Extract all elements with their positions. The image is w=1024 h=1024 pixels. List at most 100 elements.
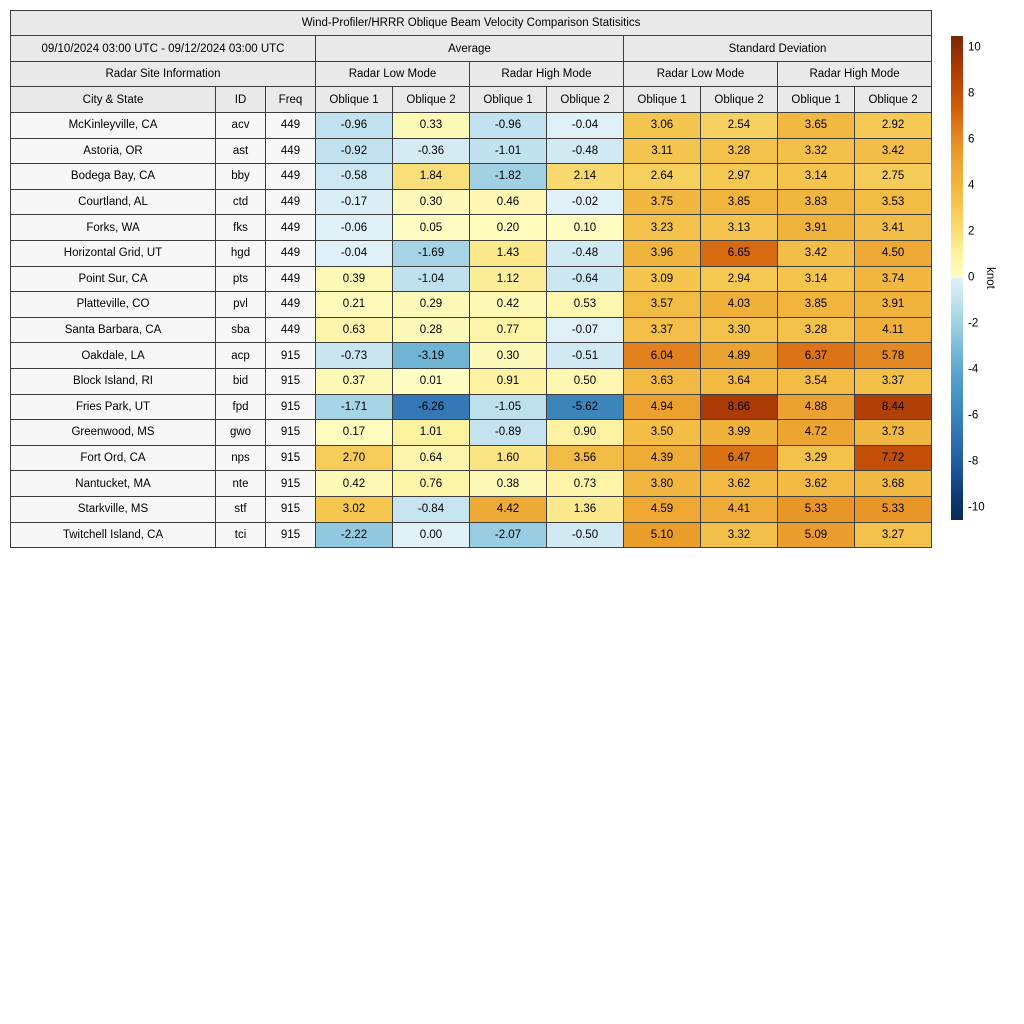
- value-cell: 3.62: [777, 470, 855, 497]
- value-cell: 3.53: [853, 188, 933, 216]
- value-cell: 3.41: [853, 214, 933, 241]
- value-cell: 6.65: [700, 239, 778, 267]
- freq-cell: 449: [265, 291, 316, 318]
- mode-header-std-low: Radar Low Mode: [623, 61, 778, 87]
- freq-cell: 915: [265, 419, 316, 446]
- date-range: 09/10/2024 03:00 UTC - 09/12/2024 03:00 …: [10, 35, 316, 62]
- value-cell: 0.73: [546, 470, 624, 497]
- value-cell: 3.85: [777, 291, 855, 318]
- site-id-cell: tci: [215, 521, 266, 549]
- colorbar-gradient: [951, 36, 963, 520]
- site-id-cell: nps: [215, 444, 266, 472]
- value-cell: 3.85: [700, 188, 778, 216]
- value-cell: 4.03: [700, 291, 778, 318]
- colorbar-tick-label: -8: [968, 455, 979, 468]
- mode-header-std-high: Radar High Mode: [776, 61, 933, 87]
- value-cell: 3.11: [623, 137, 701, 165]
- freq-cell: 449: [265, 163, 316, 190]
- value-cell: -2.22: [315, 521, 393, 549]
- value-cell: 0.64: [392, 444, 470, 472]
- value-cell: -0.07: [546, 316, 624, 344]
- col-header-freq: Freq: [265, 86, 316, 113]
- value-cell: 3.68: [853, 470, 933, 497]
- value-cell: -0.06: [315, 214, 393, 241]
- value-cell: 3.54: [777, 367, 855, 395]
- value-cell: 8.44: [853, 393, 933, 421]
- value-cell: -0.48: [546, 137, 624, 165]
- value-cell: 3.09: [623, 265, 701, 293]
- value-cell: 3.83: [777, 188, 855, 216]
- value-cell: 0.05: [392, 214, 470, 241]
- value-cell: 6.04: [623, 342, 701, 369]
- stats-table: Wind-Profiler/HRRR Oblique Beam Velocity…: [9, 10, 933, 549]
- colorbar: 10 8 6 4 2 0 -2 -4 -6 -8 -10: [951, 36, 1011, 520]
- colorbar-tick-label: 8: [968, 87, 975, 100]
- freq-cell: 449: [265, 265, 316, 293]
- value-cell: -5.62: [546, 393, 624, 421]
- value-cell: 1.36: [546, 495, 624, 523]
- value-cell: 0.30: [469, 342, 547, 369]
- value-cell: 3.32: [700, 521, 778, 549]
- freq-cell: 915: [265, 444, 316, 472]
- value-cell: 6.37: [777, 342, 855, 369]
- value-cell: -1.71: [315, 393, 393, 421]
- table-row: Nantucket, MA nte 915 0.42 0.76 0.38 0.73 3.80 3…: [10, 470, 933, 497]
- value-cell: 0.46: [469, 188, 547, 216]
- value-cell: 6.47: [700, 444, 778, 472]
- value-cell: 0.30: [392, 188, 470, 216]
- value-cell: 3.14: [777, 265, 855, 293]
- col-header-id: ID: [215, 86, 266, 113]
- value-cell: 2.92: [853, 112, 933, 139]
- table-row: Forks, WA fks 449 -0.06 0.05 0.20 0.10 3.23 3.13…: [10, 214, 933, 241]
- value-cell: -0.36: [392, 137, 470, 165]
- value-cell: -0.64: [546, 265, 624, 293]
- site-id-cell: bby: [215, 163, 266, 190]
- value-cell: -0.04: [315, 239, 393, 267]
- value-cell: 4.11: [853, 316, 933, 344]
- mode-header-row: Radar Site Information Radar Low Mode Ra…: [10, 61, 933, 87]
- value-cell: 2.75: [853, 163, 933, 190]
- freq-cell: 915: [265, 495, 316, 523]
- city-cell: Santa Barbara, CA: [10, 316, 216, 344]
- value-cell: 0.17: [315, 419, 393, 446]
- value-cell: -0.50: [546, 521, 624, 549]
- site-id-cell: bid: [215, 367, 266, 395]
- city-cell: Greenwood, MS: [10, 419, 216, 446]
- table-row: Courtland, AL ctd 449 -0.17 0.30 0.46 -0.02 3.7…: [10, 188, 933, 216]
- value-cell: -0.48: [546, 239, 624, 267]
- value-cell: 3.13: [700, 214, 778, 241]
- column-header-row: City & State ID Freq Oblique 1 Oblique 2…: [10, 86, 933, 113]
- value-cell: 3.80: [623, 470, 701, 497]
- value-cell: 4.42: [469, 495, 547, 523]
- value-cell: 2.14: [546, 163, 624, 190]
- value-cell: 3.99: [700, 419, 778, 446]
- figure-title: Wind-Profiler/HRRR Oblique Beam Velocity…: [9, 10, 933, 36]
- colorbar-unit-label: knot: [984, 267, 996, 289]
- title-row: Wind-Profiler/HRRR Oblique Beam Velocity…: [9, 10, 933, 36]
- table-row: Starkville, MS stf 915 3.02 -0.84 4.42 1.36 4.5…: [10, 495, 933, 523]
- value-cell: 1.12: [469, 265, 547, 293]
- value-cell: 0.38: [469, 470, 547, 497]
- city-cell: Fort Ord, CA: [10, 444, 216, 472]
- site-id-cell: acv: [215, 112, 266, 139]
- group-header-row: 09/10/2024 03:00 UTC - 09/12/2024 03:00 …: [10, 35, 933, 62]
- site-id-cell: hgd: [215, 239, 266, 267]
- site-info-header: Radar Site Information: [10, 61, 316, 87]
- value-cell: 5.33: [853, 495, 933, 523]
- freq-cell: 449: [265, 316, 316, 344]
- col-header-oblique: Oblique 2: [546, 86, 624, 113]
- group-header-average: Average: [315, 35, 624, 62]
- colorbar-tick-label: -2: [968, 317, 979, 330]
- site-id-cell: fpd: [215, 393, 266, 421]
- value-cell: 3.65: [777, 112, 855, 139]
- city-cell: Twitchell Island, CA: [10, 521, 216, 549]
- freq-cell: 449: [265, 214, 316, 241]
- value-cell: 2.97: [700, 163, 778, 190]
- city-cell: Astoria, OR: [10, 137, 216, 165]
- value-cell: 3.74: [853, 265, 933, 293]
- table-row: Point Sur, CA pts 449 0.39 -1.04 1.12 -0.64 3.0…: [10, 265, 933, 293]
- value-cell: -3.19: [392, 342, 470, 369]
- value-cell: -1.01: [469, 137, 547, 165]
- value-cell: -0.96: [315, 112, 393, 139]
- value-cell: 0.77: [469, 316, 547, 344]
